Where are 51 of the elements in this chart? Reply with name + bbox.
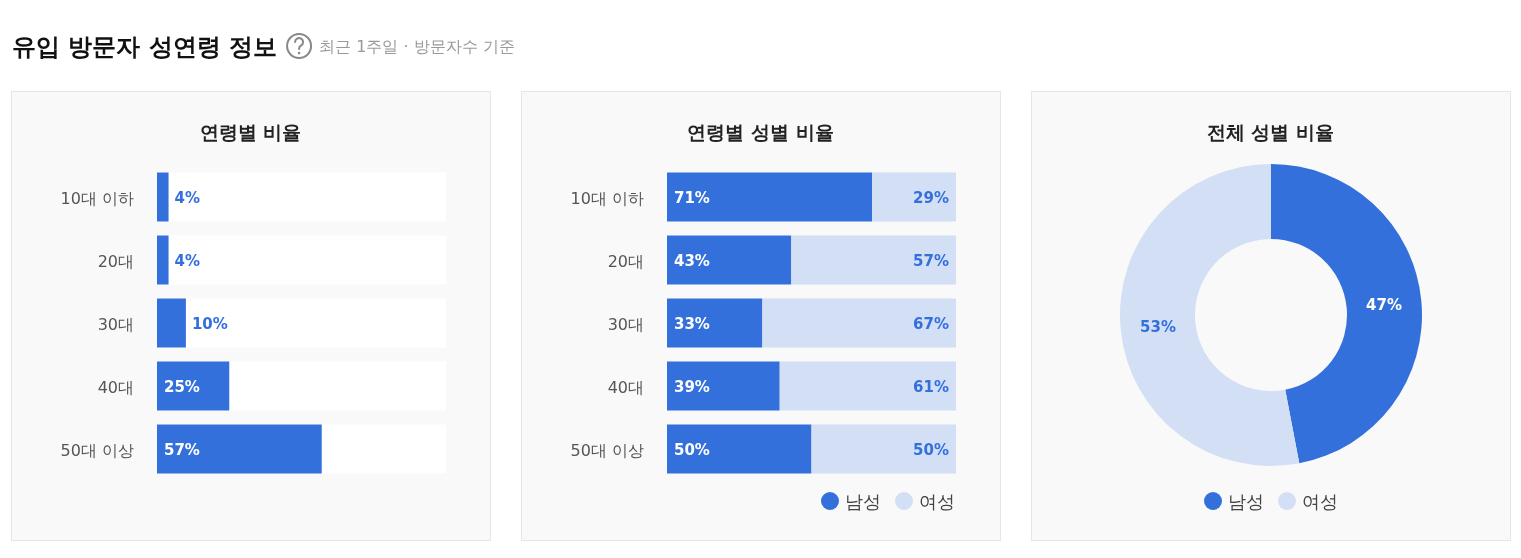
data-label: 33% [674,315,710,333]
data-label: 57% [913,252,949,270]
bar [157,172,169,222]
y-tick-label: 10대 이하 [570,189,644,208]
data-label: 71% [674,189,710,207]
data-label: 61% [913,378,949,396]
y-tick-label: 50대 이상 [60,441,134,460]
data-label: 4% [174,189,201,207]
data-label: 50% [913,441,949,459]
data-label: 47% [1366,296,1402,315]
chart-title: 연령별 성별 비율 [687,121,834,143]
legend-label: 남성 [1228,491,1264,512]
text: 유입 방문자 성연령 정보 [12,33,278,61]
y-tick-label: 40대 [607,378,644,397]
data-label: 50% [674,441,710,459]
y-tick-label: 30대 [607,315,644,334]
bar [791,235,956,285]
y-tick-label: 10대 이하 [60,189,134,208]
bar [811,424,956,474]
y-tick-label: 20대 [97,252,134,271]
donut-slice [1120,164,1300,466]
data-label: 10% [191,315,228,333]
bar [762,298,956,348]
data-label: 4% [174,252,201,270]
bar [667,298,763,348]
bar [667,235,792,285]
data-label: 43% [674,252,710,270]
y-tick-label: 40대 [97,378,134,397]
data-label: 39% [674,378,710,396]
donut-slice [1271,164,1422,464]
legend-label: 여성 [919,491,955,512]
legend-label: 여성 [1302,491,1338,512]
data-label: 25% [164,378,200,396]
text: 최근 1주일 · 방문자수 기준 [319,37,515,56]
data-label: 53% [1140,317,1176,336]
bar [157,298,186,348]
y-tick-label: 20대 [607,252,644,271]
bar [872,172,956,222]
bar [157,235,169,285]
legend-label: 남성 [845,491,881,512]
data-label: 57% [164,441,200,459]
bar [667,172,873,222]
data-label: 67% [913,315,949,333]
y-tick-label: 50대 이상 [570,441,644,460]
bar [667,424,812,474]
y-tick-label: 30대 [97,315,134,334]
bar [667,361,780,411]
data-label: 29% [913,189,949,207]
bar [779,361,956,411]
chart-title: 연령별 비율 [199,121,302,143]
chart-title: 전체 성별 비율 [1206,121,1335,143]
